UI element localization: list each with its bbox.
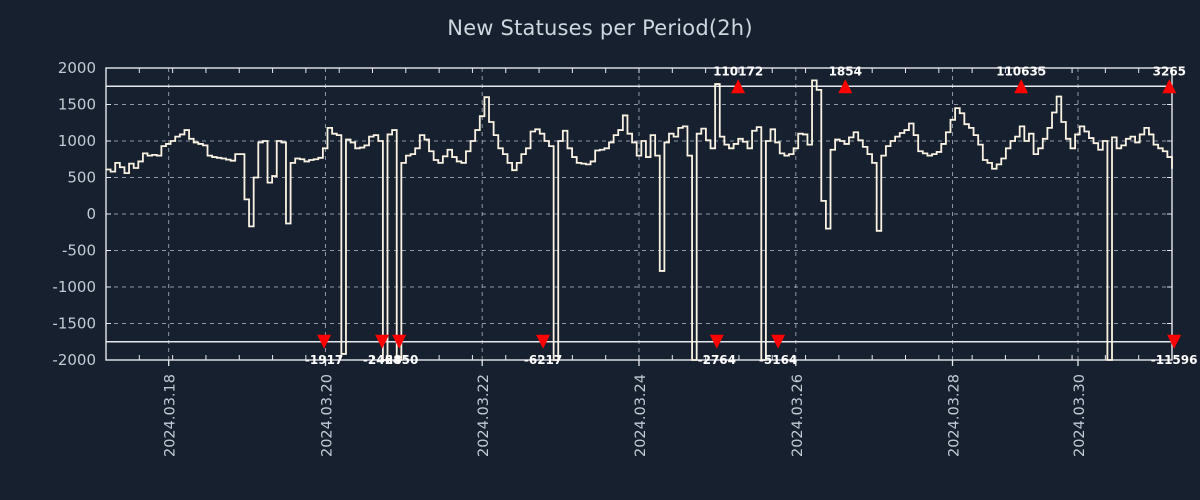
annotation-value-label: -2464 [363,353,401,367]
x-tick-label: 2024.03.28 [947,374,963,457]
annotation-marker[interactable] [1162,79,1177,94]
x-tick-label: 2024.03.20 [319,374,335,457]
annotation-marker[interactable] [375,334,390,349]
y-tick-label: 500 [67,169,96,187]
y-tick-label: 1500 [58,96,96,114]
axis-ticks [105,67,1173,366]
annotation-marker[interactable] [317,334,332,349]
annotation-value-label: -2764 [698,353,736,367]
annotation-value-label: 110172 [713,64,763,78]
annotation-value-label: -11596 [1151,353,1198,367]
x-tick-label: 2024.03.24 [633,374,649,457]
grid-lines [106,68,1172,360]
annotation-marker[interactable] [536,334,551,349]
annotation-marker[interactable] [731,79,746,94]
chart-title: New Statuses per Period(2h) [447,16,753,40]
annotation-value-label: -2850 [380,353,418,367]
x-tick-label: 2024.03.26 [790,374,806,457]
x-tick-label: 2024.03.22 [476,374,492,457]
x-tick-label: 2024.03.30 [1072,374,1088,457]
y-tick-label: -2000 [52,351,96,369]
y-tick-label: -500 [62,242,96,260]
annotation-marker[interactable] [709,334,724,349]
y-tick-label: 0 [86,205,96,223]
annotation-marker[interactable] [1167,334,1182,349]
annotation-value-label: 110635 [996,64,1046,78]
annotation-value-label: -1917 [305,353,343,367]
annotation-value-label: 1854 [829,64,862,78]
y-axis-labels: 2000 1500 1000 500 0 -500 -1000 -1500 -2000 [52,59,96,369]
annotation-marker[interactable] [392,334,407,349]
data-series [106,79,1173,361]
annotation-labels: -1917 -2464-2850 -6217 -2764 -5164 110172 1854… [305,64,1198,367]
annotation-marker[interactable] [1014,79,1029,94]
x-tick-label: 2024.03.18 [163,374,179,457]
annotation-markers[interactable] [317,79,1182,349]
y-tick-label: -1500 [52,315,96,333]
y-tick-label: 1000 [58,132,96,150]
x-axis-labels: 2024.03.18 2024.03.20 2024.03.22 2024.03.24… [163,374,1088,457]
annotation-value-label: -5164 [759,353,797,367]
annotation-value-label: -6217 [524,353,562,367]
annotation-marker[interactable] [771,334,786,349]
annotation-marker[interactable] [838,79,853,94]
annotation-value-label: 3265 [1153,64,1186,78]
y-tick-label: 2000 [58,59,96,77]
threshold-lines [106,85,1172,343]
y-tick-label: -1000 [52,278,96,296]
